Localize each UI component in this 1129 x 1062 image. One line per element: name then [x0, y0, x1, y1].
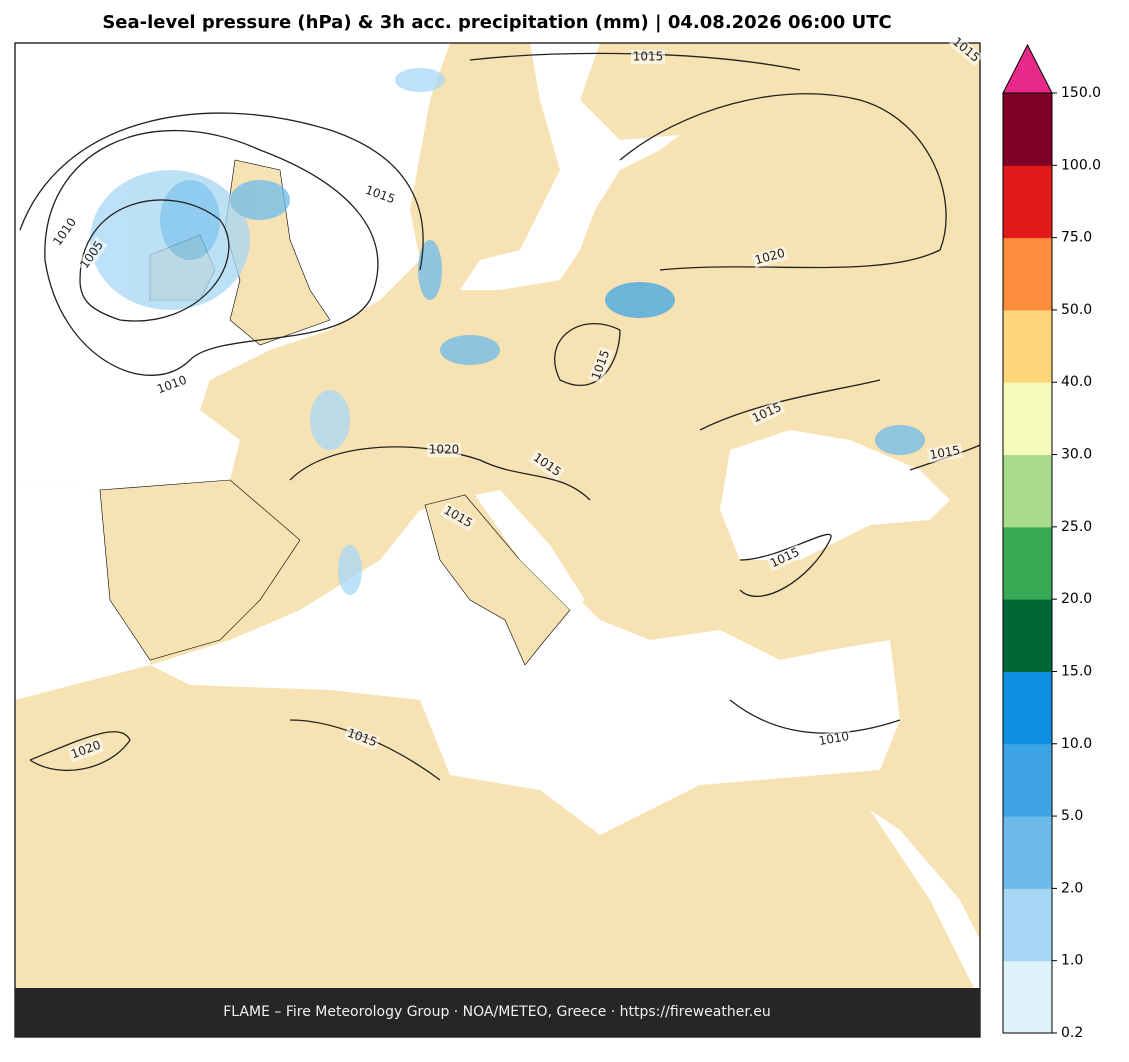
colorbar-tick-label: 75.0: [1061, 230, 1092, 246]
isobar-label-bg: [948, 33, 984, 67]
colorbar-bin: [1003, 309, 1052, 383]
isobar-label-bg: [588, 346, 614, 384]
colorbar-tick-label: 40.0: [1061, 374, 1092, 390]
colorbar-tick-label: 100.0: [1061, 157, 1101, 173]
iberia: [99, 479, 301, 661]
isobar-label: 1020: [429, 443, 460, 457]
colorbar: 0.2 1.0 2.0 5.0 10.0 15.0 20.0 25.0 30.0 40.0 50.0…: [1002, 43, 1101, 1041]
colorbar-tick-label: 30.0: [1061, 447, 1092, 463]
colorbar-tick-label: 5.0: [1061, 808, 1083, 824]
isobar-label-bg: [427, 443, 461, 457]
colorbar-bin: [1003, 816, 1052, 889]
isobar-label-bg: [439, 502, 477, 532]
colorbar-tick-label: 1.0: [1061, 953, 1083, 969]
colorbar-tick-label: 0.2: [1061, 1025, 1083, 1041]
isobar-label-bg: [631, 50, 665, 64]
isobar-label-bg: [67, 737, 105, 763]
isobar-label-bg: [361, 182, 399, 208]
map: [15, 43, 980, 1037]
isobar-label-bg: [76, 237, 108, 273]
colorbar-bin: [1003, 165, 1052, 239]
colorbar-tick-label: 25.0: [1061, 519, 1092, 535]
colorbar-tick-label: 10.0: [1061, 736, 1092, 752]
isobar-label-bg: [343, 725, 381, 751]
colorbar-bin: [1003, 454, 1052, 528]
precipitation: [90, 68, 925, 595]
colorbar-tick-label: 15.0: [1061, 663, 1092, 679]
north-africa-coast: [15, 480, 150, 700]
isobar-label: 1010: [818, 729, 851, 748]
isobar-label-bg: [49, 214, 81, 250]
colorbar-bin: [1003, 671, 1052, 745]
isobar-label-bg: [751, 245, 789, 269]
colorbar-bin: [1003, 93, 1052, 166]
baltic: [460, 43, 680, 290]
mediterranean: [150, 500, 900, 835]
isobar-label-bg: [816, 729, 852, 749]
black-sea: [720, 430, 950, 560]
isobar-label-bg: [529, 449, 565, 481]
colorbar-tick-label: 150.0: [1061, 85, 1101, 101]
colorbar-tick-label: 20.0: [1061, 591, 1092, 607]
colorbar-frame: [1002, 93, 1053, 1034]
isobar-label: 1015: [633, 50, 664, 64]
isobar-label-bg: [927, 443, 963, 463]
footer-bar: [15, 988, 980, 1037]
colorbar-bin: [1003, 237, 1052, 311]
colorbar-tick-label: 50.0: [1061, 302, 1092, 318]
title: Sea-level pressure (hPa) & 3h acc. preci…: [102, 12, 891, 33]
isobar-label-bg: [153, 372, 191, 398]
colorbar-tick-label: 2.0: [1061, 880, 1083, 896]
adriatic: [475, 490, 585, 610]
red-sea: [870, 810, 980, 1000]
colorbar-bin: [1003, 888, 1052, 962]
colorbar-bin: [1003, 960, 1052, 1034]
isobar-label: 1015: [929, 443, 962, 462]
italy: [424, 494, 571, 666]
colorbar-bin: [1003, 526, 1052, 600]
footer: FLAME – Fire Meteorology Group · NOA/MET…: [223, 1004, 771, 1020]
isobar-label-bg: [766, 544, 804, 572]
colorbar-bin: [1003, 599, 1052, 672]
colorbar-extend: [1002, 43, 1053, 94]
colorbar-bin: [1003, 382, 1052, 456]
isobar-label-bg: [748, 399, 786, 427]
colorbar-bin: [1003, 743, 1052, 817]
